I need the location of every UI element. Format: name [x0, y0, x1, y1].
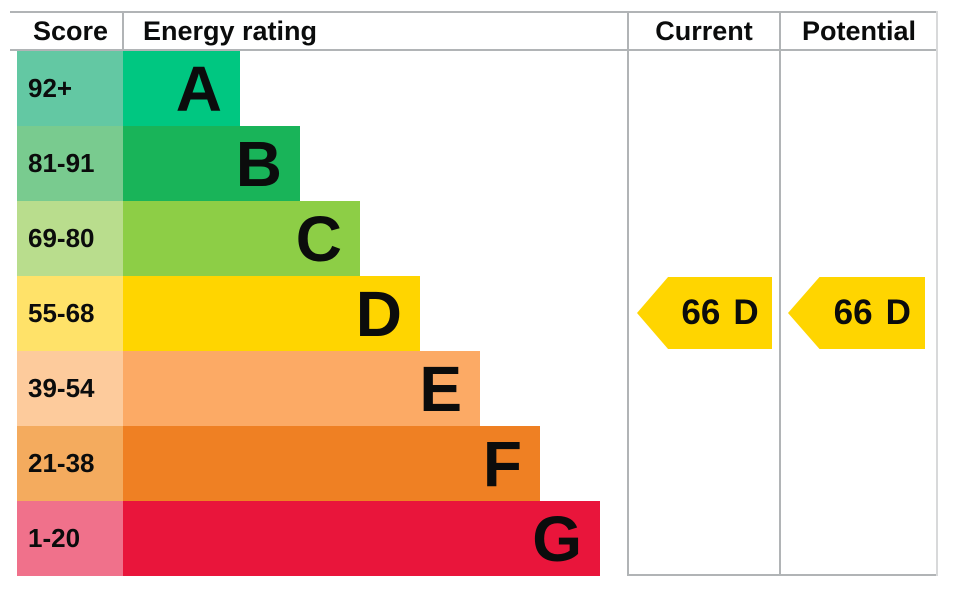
potential-rating-arrow: 66 D — [788, 277, 925, 349]
band-bar-g: G — [123, 501, 600, 576]
potential-rating-band: D — [885, 293, 911, 332]
score-range-label: 21-38 — [28, 448, 95, 478]
band-letter: F — [482, 427, 522, 500]
score-range-label: 92+ — [28, 73, 73, 103]
band-letter: B — [235, 127, 282, 200]
current-rating-value: 66 D — [668, 277, 772, 349]
score-range-cell: 39-54 — [17, 351, 123, 426]
header-underline — [10, 49, 938, 51]
band-letter: C — [295, 202, 342, 275]
band-letter: E — [419, 352, 462, 425]
band-bar-e: E — [123, 351, 480, 426]
potential-rating-score: 66 — [833, 293, 873, 332]
score-range-label: 39-54 — [28, 373, 95, 403]
current-column-header: Current — [655, 16, 753, 46]
potential-rating-value: 66 D — [820, 277, 926, 349]
potential-column-divider — [779, 11, 781, 576]
table-bottom-border — [627, 574, 938, 576]
score-range-label: 55-68 — [28, 298, 95, 328]
table-top-border — [10, 11, 938, 13]
band-letter: A — [175, 52, 222, 125]
potential-column-header: Potential — [801, 16, 916, 46]
band-letter: D — [355, 277, 402, 350]
band-letter: G — [532, 502, 582, 575]
score-column-divider — [122, 11, 124, 51]
score-range-cell: 1-20 — [17, 501, 123, 576]
current-rating-score: 66 — [681, 293, 721, 332]
energy-rating-column-header: Energy rating — [143, 16, 318, 46]
score-range-cell: 21-38 — [17, 426, 123, 501]
current-column-divider — [627, 11, 629, 576]
table-right-border — [936, 11, 938, 576]
band-bar-b: B — [123, 126, 300, 201]
score-range-label: 69-80 — [28, 223, 95, 253]
score-range-cell: 81-91 — [17, 126, 123, 201]
score-range-cell: 55-68 — [17, 276, 123, 351]
score-range-cell: 92+ — [17, 51, 123, 126]
band-bar-f: F — [123, 426, 540, 501]
score-range-cell: 69-80 — [17, 201, 123, 276]
current-rating-arrow: 66 D — [637, 277, 772, 349]
score-range-label: 1-20 — [28, 523, 81, 553]
score-column-header: Score — [32, 16, 109, 46]
band-bar-c: C — [123, 201, 360, 276]
band-bar-d: D — [123, 276, 420, 351]
band-bar-a: A — [123, 51, 240, 126]
score-range-label: 81-91 — [28, 148, 95, 178]
current-rating-band: D — [733, 293, 759, 332]
